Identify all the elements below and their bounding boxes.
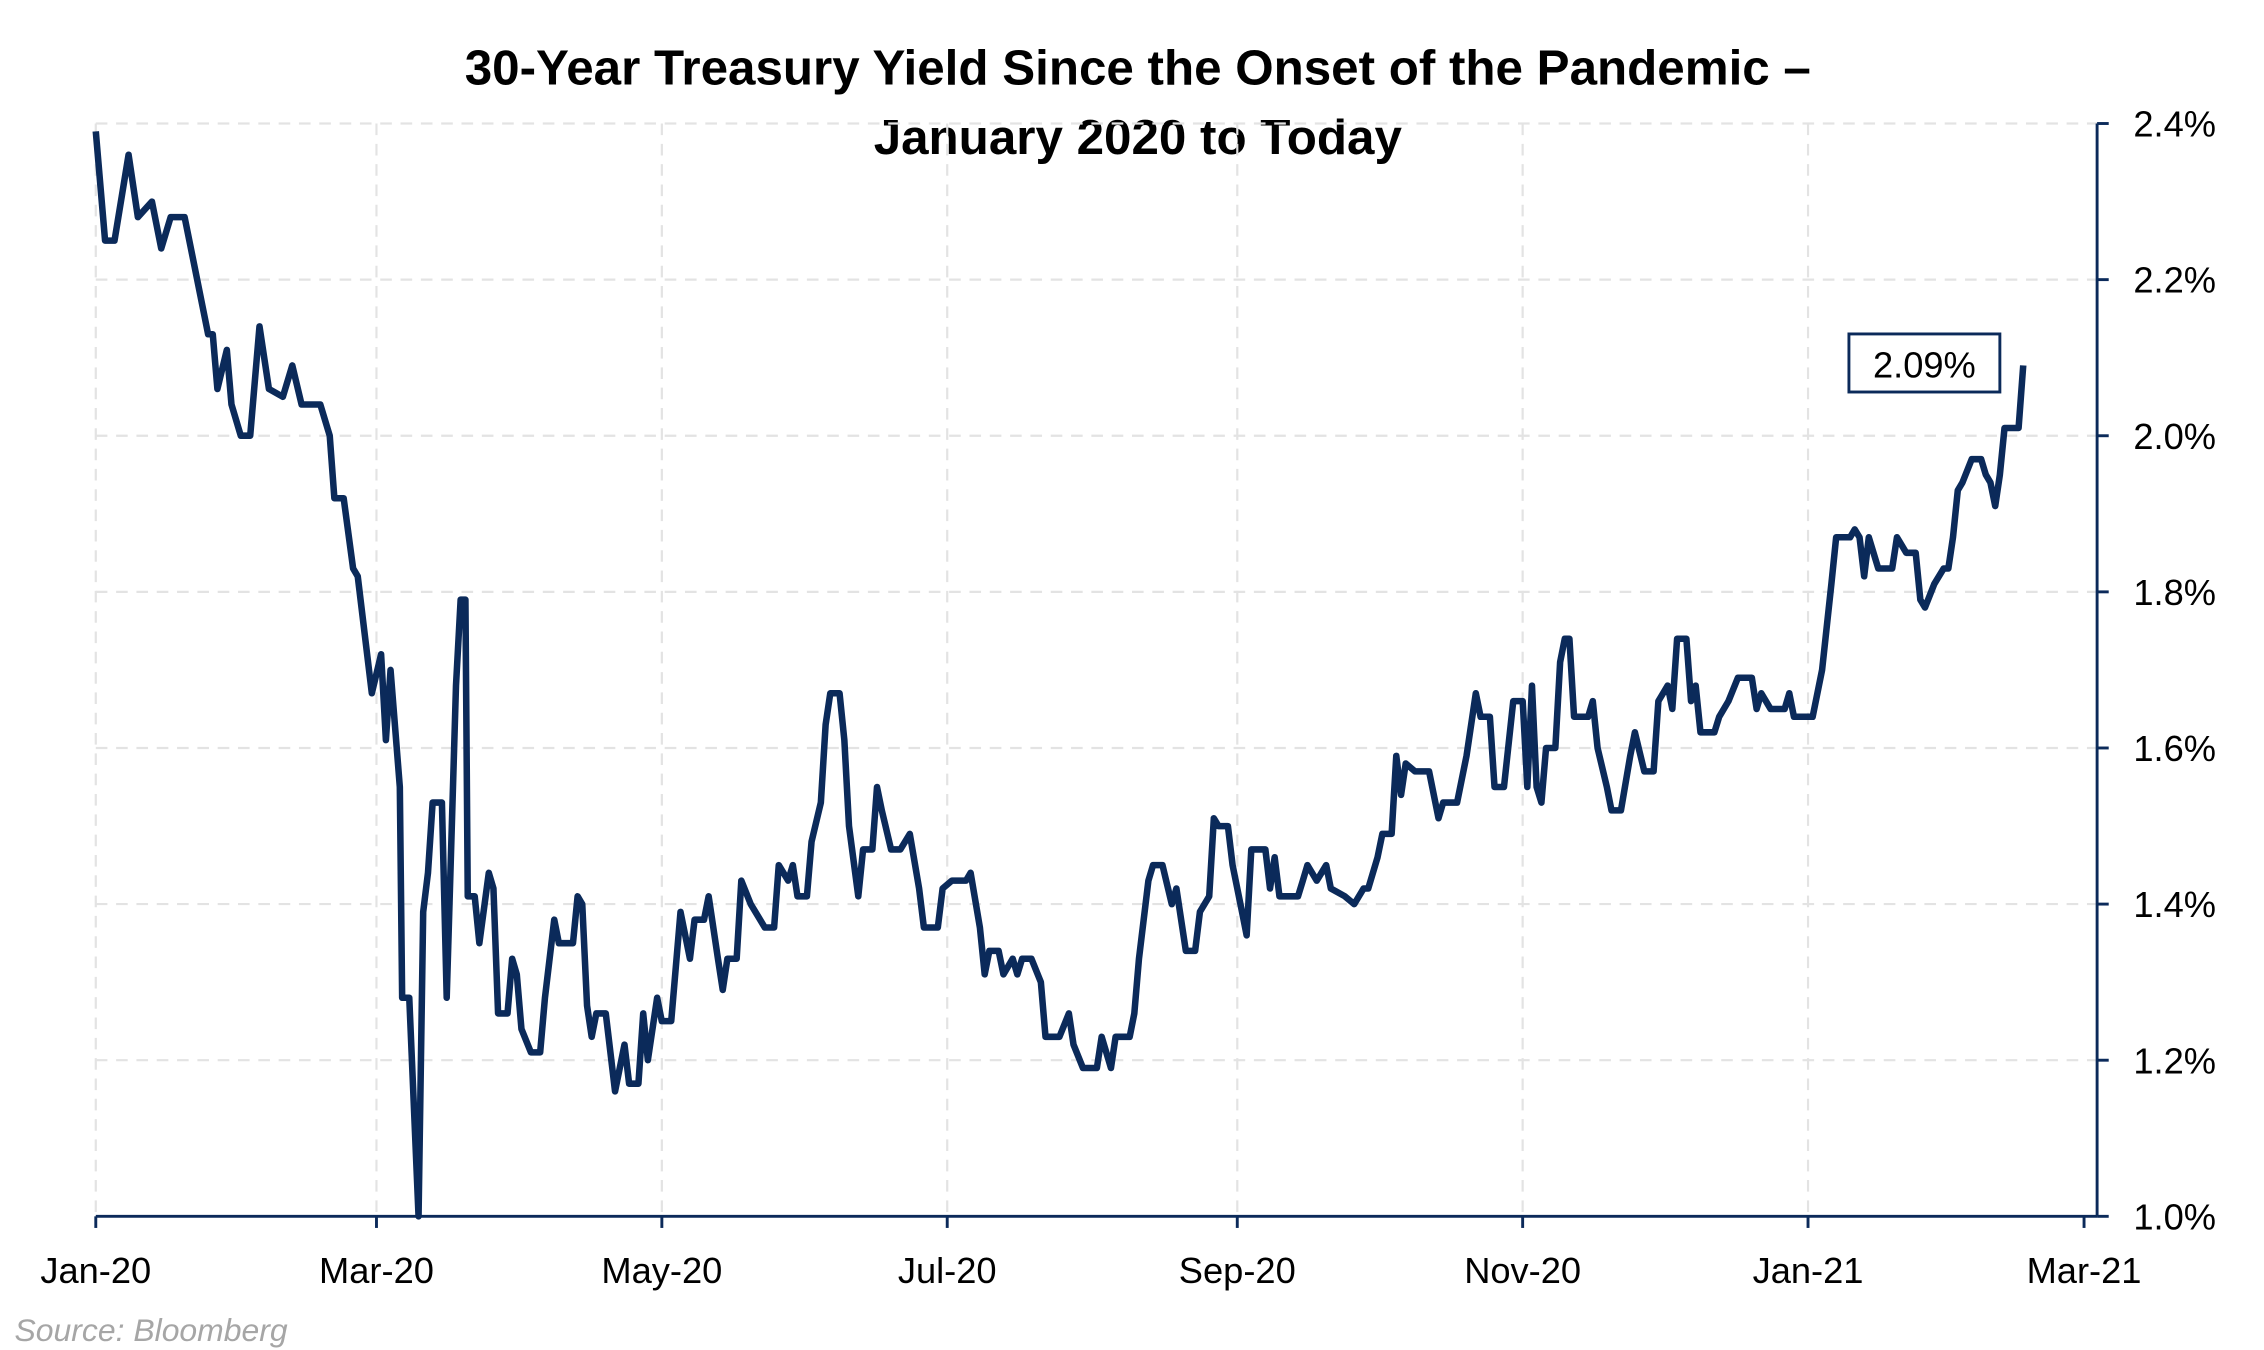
last-value-annotation: 2.09% bbox=[1847, 332, 2002, 394]
axis-ticks: 1.0% 1.2% 1.4% 1.6% 1.8% 2.0% 2.2% 2.4% Jan-20 Ma… bbox=[40, 104, 2216, 1292]
y-tick-label: 1.4% bbox=[2133, 884, 2216, 925]
y-tick-label: 2.4% bbox=[2133, 104, 2216, 145]
y-tick-label: 1.6% bbox=[2133, 728, 2216, 769]
x-tick-label: Jan-21 bbox=[1753, 1250, 1864, 1291]
annotation-label: 2.09% bbox=[1873, 344, 1976, 385]
annotation-box bbox=[1847, 332, 2002, 394]
chart-title-line-1: 30-Year Treasury Yield Since the Onset o… bbox=[465, 40, 1811, 95]
y-tick-label: 1.8% bbox=[2133, 572, 2216, 613]
x-tick-label: Jul-20 bbox=[898, 1250, 997, 1291]
x-tick-label: Mar-21 bbox=[2027, 1250, 2142, 1291]
chart-title-line-2: January 2020 to Today bbox=[874, 110, 1403, 165]
source-note: Source: Bloomberg bbox=[15, 1312, 288, 1348]
x-tick-label: May-20 bbox=[601, 1250, 722, 1291]
x-tick-label: Jan-20 bbox=[40, 1250, 151, 1291]
x-tick-label: Mar-20 bbox=[319, 1250, 434, 1291]
y-tick-label: 2.0% bbox=[2133, 416, 2216, 457]
y-tick-label: 2.2% bbox=[2133, 260, 2216, 301]
yield-series-line bbox=[92, 131, 2027, 1220]
x-tick-label: Sep-20 bbox=[1179, 1250, 1296, 1291]
gridlines bbox=[94, 122, 2098, 1217]
y-tick-label: 1.2% bbox=[2133, 1040, 2216, 1081]
x-tick-label: Nov-20 bbox=[1464, 1250, 1581, 1291]
y-tick-label: 1.0% bbox=[2133, 1196, 2216, 1237]
